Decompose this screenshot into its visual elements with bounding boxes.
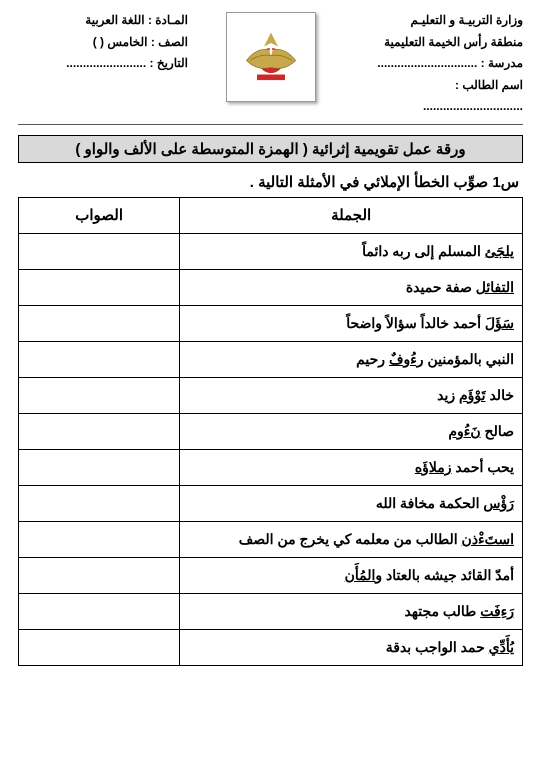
school-dots: ..............................: [377, 56, 477, 70]
school-line: مدرسة : ..............................: [353, 53, 523, 75]
error-word: يلجَئ: [485, 243, 514, 259]
date-dots: ........................: [66, 56, 146, 70]
school-label: مدرسة :: [481, 56, 523, 70]
col-head-correct: الصواب: [19, 197, 180, 233]
ministry-line2: منطقة رأس الخيمة التعليمية: [353, 32, 523, 54]
sentence-cell: يلجَئ المسلم إلى ربه دائماً: [180, 233, 523, 269]
sentence-cell: التفائل صفة حميدة: [180, 269, 523, 305]
correction-cell[interactable]: [19, 449, 180, 485]
error-word: تَوْؤَم: [459, 387, 486, 403]
correction-cell[interactable]: [19, 521, 180, 557]
sentence-cell: رَؤْس الحكمة مخافة الله: [180, 485, 523, 521]
sentence-cell: النبي بالمؤمنين رءُوفٌ رحيم: [180, 341, 523, 377]
grade-value: الخامس ( ): [93, 35, 148, 49]
correction-cell[interactable]: [19, 233, 180, 269]
correction-cell[interactable]: [19, 629, 180, 665]
sentence-cell: يُأَدِّي حمد الواجب بدقة: [180, 629, 523, 665]
error-word: رَؤْس: [483, 495, 514, 511]
subject-line: المـادة : اللغة العربية: [18, 10, 188, 32]
error-word: المُأَن: [345, 567, 376, 583]
subject-label: المـادة :: [148, 13, 188, 27]
correction-cell[interactable]: [19, 341, 180, 377]
table-row: أمدّ القائد جيشه بالعتاد والمُأَن: [19, 557, 523, 593]
grade-line: الصف : الخامس ( ): [18, 32, 188, 54]
sentence-cell: خالد تَوْؤَم زيد: [180, 377, 523, 413]
error-word: رءُوفٌ: [389, 351, 424, 367]
correction-cell[interactable]: [19, 557, 180, 593]
correction-cell[interactable]: [19, 485, 180, 521]
correction-cell[interactable]: [19, 593, 180, 629]
ministry-line1: وزارة التربيـة و التعليـم: [353, 10, 523, 32]
sentence-cell: استَءْذن الطالب من معلمه كي يخرج من الصف: [180, 521, 523, 557]
error-word: سَؤَلَ: [485, 315, 514, 331]
falcon-icon: [236, 22, 306, 92]
col-head-sentence: الجملة: [180, 197, 523, 233]
worksheet-table: الجملة الصواب يلجَئ المسلم إلى ربه دائما…: [18, 197, 523, 666]
table-row: سَؤَلَ أحمد خالداً سؤالاً واضحاً: [19, 305, 523, 341]
student-dots: ..............................: [423, 99, 523, 113]
sentence-cell: أمدّ القائد جيشه بالعتاد والمُأَن: [180, 557, 523, 593]
error-word: نَءُوم: [448, 423, 480, 439]
table-row: يلجَئ المسلم إلى ربه دائماً: [19, 233, 523, 269]
table-row: النبي بالمؤمنين رءُوفٌ رحيم: [19, 341, 523, 377]
sentence-cell: رَءِفَت طالب مجتهد: [180, 593, 523, 629]
question-text: س1 صوِّب الخطأ الإملائي في الأمثلة التال…: [18, 173, 519, 191]
error-word: زملاؤَه: [415, 459, 452, 475]
correction-cell[interactable]: [19, 269, 180, 305]
table-row: خالد تَوْؤَم زيد: [19, 377, 523, 413]
date-line: التاريخ : ........................: [18, 53, 188, 75]
student-label: اسم الطالب :: [455, 78, 523, 92]
sentence-cell: صالح نَءُوم: [180, 413, 523, 449]
uae-emblem: [226, 12, 316, 102]
header-left: المـادة : اللغة العربية الصف : الخامس ( …: [18, 10, 188, 75]
error-word: التفائل: [476, 279, 514, 295]
table-row: صالح نَءُوم: [19, 413, 523, 449]
sentence-cell: يحب أحمد زملاؤَه: [180, 449, 523, 485]
table-body: يلجَئ المسلم إلى ربه دائماًالتفائل صفة ح…: [19, 233, 523, 665]
worksheet-page: وزارة التربيـة و التعليـم منطقة رأس الخي…: [0, 0, 541, 778]
correction-cell[interactable]: [19, 377, 180, 413]
grade-label: الصف :: [151, 35, 188, 49]
table-row: التفائل صفة حميدة: [19, 269, 523, 305]
table-row: يُأَدِّي حمد الواجب بدقة: [19, 629, 523, 665]
correction-cell[interactable]: [19, 413, 180, 449]
error-word: يُأَدِّي: [489, 639, 514, 655]
table-row: يحب أحمد زملاؤَه: [19, 449, 523, 485]
error-word: استَءْذن: [462, 531, 514, 547]
title-bar: ورقة عمل تقويمية إثرائية ( الهمزة المتوس…: [18, 135, 523, 163]
table-header-row: الجملة الصواب: [19, 197, 523, 233]
subject-value: اللغة العربية: [85, 13, 144, 27]
sentence-cell: سَؤَلَ أحمد خالداً سؤالاً واضحاً: [180, 305, 523, 341]
correction-cell[interactable]: [19, 305, 180, 341]
table-row: استَءْذن الطالب من معلمه كي يخرج من الصف: [19, 521, 523, 557]
date-label: التاريخ :: [150, 56, 188, 70]
table-row: رَؤْس الحكمة مخافة الله: [19, 485, 523, 521]
header: وزارة التربيـة و التعليـم منطقة رأس الخي…: [18, 10, 523, 125]
header-right: وزارة التربيـة و التعليـم منطقة رأس الخي…: [353, 10, 523, 118]
student-line: اسم الطالب : ...........................…: [353, 75, 523, 118]
error-word: رَءِفَت: [480, 603, 514, 619]
table-row: رَءِفَت طالب مجتهد: [19, 593, 523, 629]
